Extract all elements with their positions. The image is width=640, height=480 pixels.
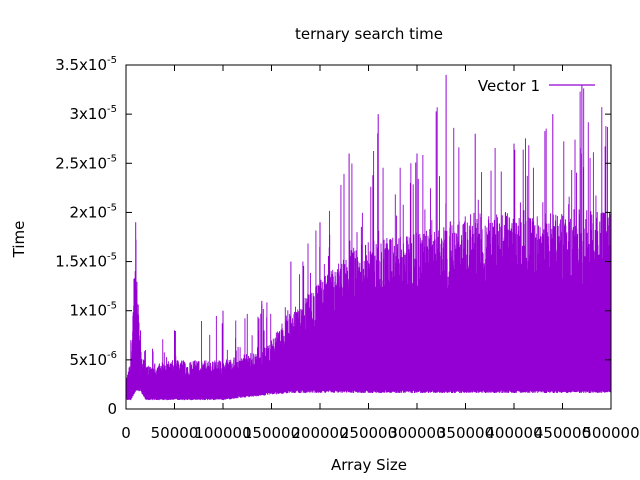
y-tick-label-exponent: -5 <box>107 55 117 66</box>
y-tick-label: 1x10-5 <box>70 301 118 320</box>
y-axis-ticks: 05x10-61x10-51.5x10-52x10-52.5x10-53x10-… <box>55 55 611 418</box>
x-tick-label: 300000 <box>388 424 445 442</box>
x-tick-label: 200000 <box>291 424 348 442</box>
y-tick-label-base: 0 <box>107 400 117 418</box>
y-tick-label-base: 1x10 <box>70 302 108 320</box>
y-tick-label: 3.5x10-5 <box>55 55 117 74</box>
y-tick-label: 2.5x10-5 <box>55 153 117 172</box>
x-tick-label: 400000 <box>485 424 542 442</box>
x-tick-label: 350000 <box>437 424 494 442</box>
chart-title: ternary search time <box>295 25 443 43</box>
y-tick-label-exponent: -5 <box>107 252 117 263</box>
x-tick-label: 500000 <box>582 424 639 442</box>
y-tick-label-base: 2x10 <box>70 203 108 221</box>
legend: Vector 1 <box>478 77 595 95</box>
y-tick-label-exponent: -5 <box>107 202 117 213</box>
x-tick-label: 150000 <box>243 424 300 442</box>
legend-label-vector-1: Vector 1 <box>478 77 540 95</box>
y-tick-label-exponent: -5 <box>107 153 117 164</box>
y-tick-label-exponent: -5 <box>107 104 117 115</box>
x-tick-label: 450000 <box>534 424 591 442</box>
x-tick-label: 250000 <box>340 424 397 442</box>
plot-border <box>125 64 612 410</box>
x-tick-label: 0 <box>121 424 131 442</box>
y-tick-label: 5x10-6 <box>70 350 118 369</box>
x-axis-label: Array Size <box>331 456 407 474</box>
y-tick-label-base: 3.5x10 <box>55 56 107 74</box>
x-axis-ticks: 0 500001000001500002000002500003000003500… <box>121 65 640 442</box>
x-tick-label: 100000 <box>194 424 251 442</box>
y-tick-label-base: 3x10 <box>70 105 108 123</box>
y-tick-label: 3x10-5 <box>70 104 118 123</box>
y-tick-label-base: 1.5x10 <box>55 253 107 271</box>
y-tick-label-base: 2.5x10 <box>55 154 107 172</box>
y-tick-label-exponent: -5 <box>107 301 117 312</box>
y-tick-label: 1.5x10-5 <box>55 252 117 271</box>
y-tick-label: 2x10-5 <box>70 202 118 221</box>
y-tick-label-base: 5x10 <box>70 351 108 369</box>
y-tick-label: 0 <box>107 400 117 418</box>
x-tick-label: 50000 <box>151 424 199 442</box>
y-axis-label: Time <box>10 221 28 259</box>
y-tick-label-exponent: -6 <box>107 350 117 361</box>
